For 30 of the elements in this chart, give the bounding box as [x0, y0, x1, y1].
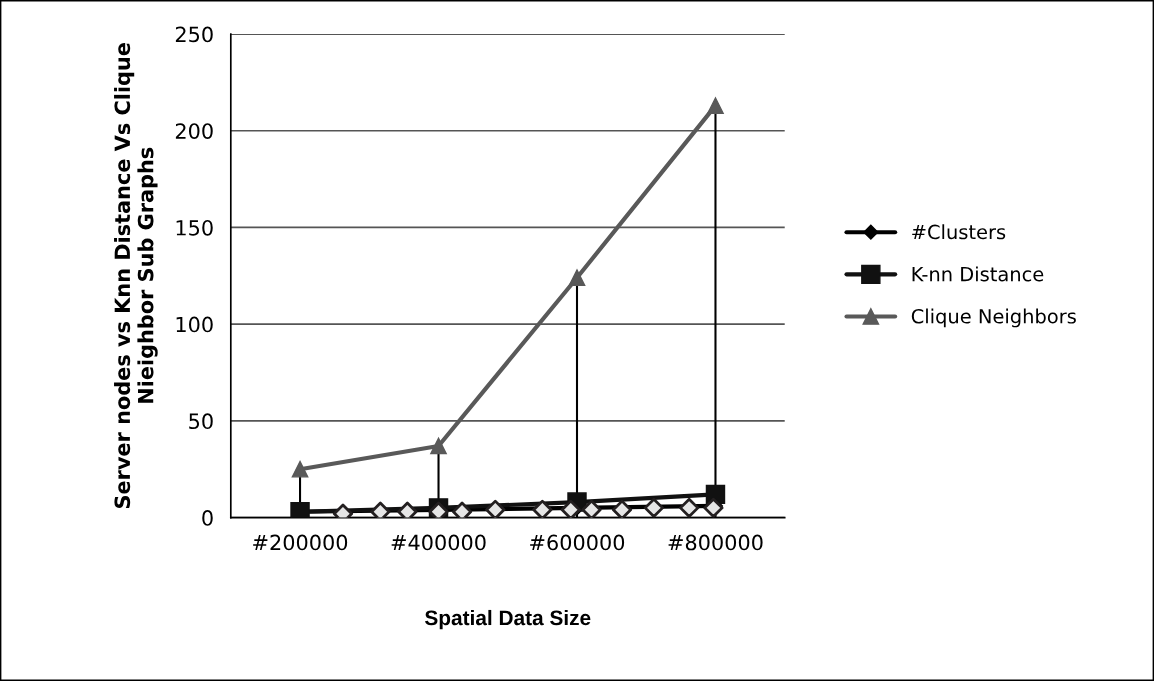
x-tick-label: #200000 [253, 534, 348, 551]
point [679, 497, 700, 518]
x-tick-label: #400000 [391, 534, 486, 551]
point [370, 501, 391, 518]
y-tick-label: 150 [176, 219, 213, 236]
point [643, 497, 664, 518]
legend-label: K-nn Distance [912, 266, 1044, 282]
point [532, 499, 553, 518]
point [291, 460, 309, 478]
point [451, 501, 473, 518]
point [611, 499, 633, 518]
point [430, 437, 447, 455]
point [397, 501, 418, 518]
point [560, 499, 581, 518]
y-tick-label: 250 [175, 26, 213, 43]
legend-label: #Clusters [912, 224, 1006, 240]
y-tick-label: 0 [202, 510, 213, 526]
y-tick-label: 200 [175, 123, 213, 139]
point [581, 499, 602, 518]
y-tick-label: 100 [176, 316, 213, 333]
point [568, 269, 586, 287]
point [707, 97, 724, 114]
x-tick-label: #800000 [668, 534, 763, 551]
y-tick-label: 50 [189, 413, 213, 430]
x-tick-label: #600000 [530, 534, 625, 551]
legend-label: Clique Neighbors [911, 308, 1076, 328]
point [703, 497, 724, 518]
x-axis-title: Spatial Data Size [425, 609, 591, 630]
point [485, 499, 506, 518]
y-axis-title: Server nodes vs Knn Distance Vs Clique Nieighbor Sub Graphs [114, 43, 158, 509]
